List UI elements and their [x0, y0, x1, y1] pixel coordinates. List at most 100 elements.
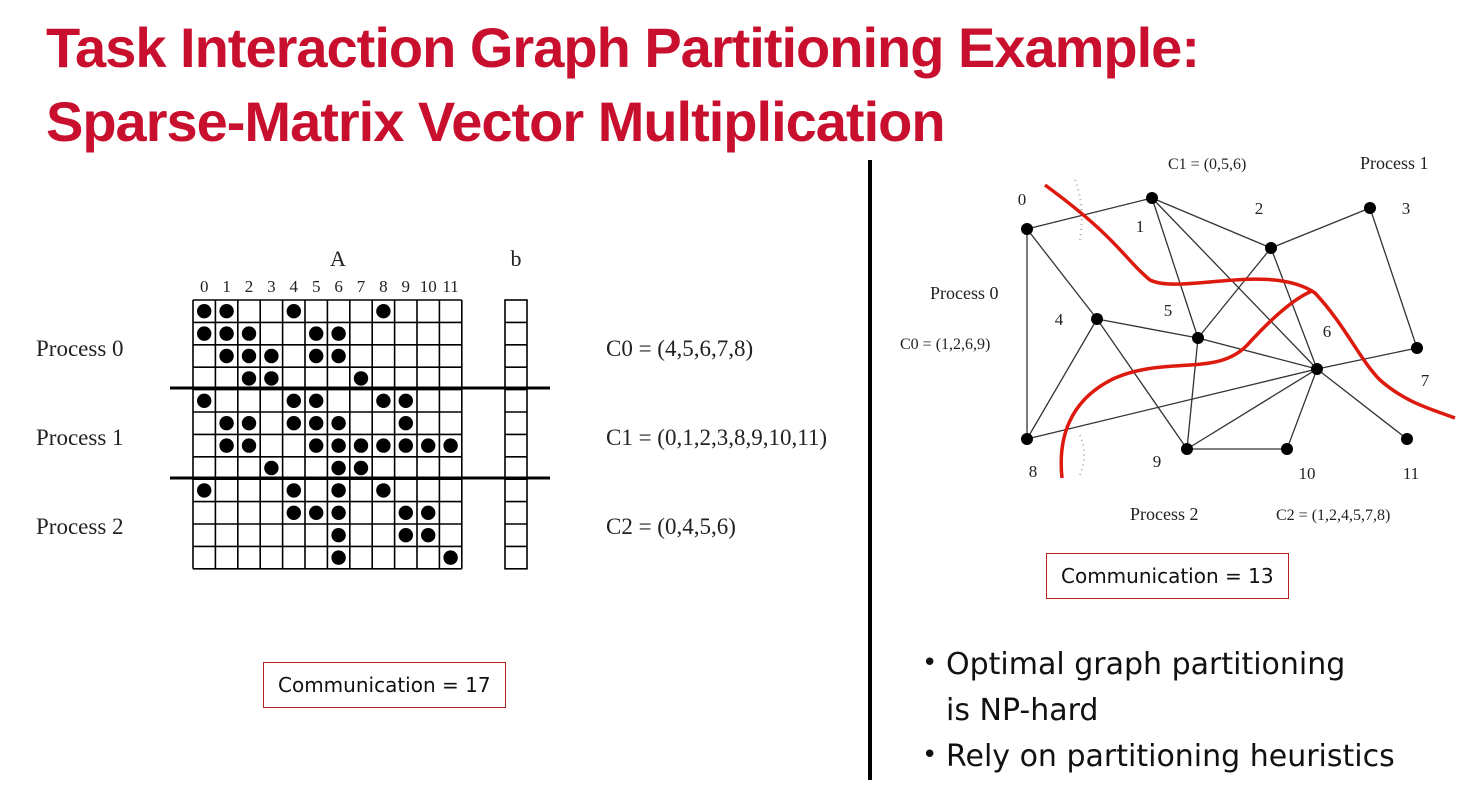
nonzero-entry — [353, 438, 369, 453]
bullet-item: Optimal graph partitioning — [922, 640, 1395, 688]
graph-edge — [1026, 368, 1318, 440]
graph-edge — [1026, 228, 1098, 320]
vertical-divider — [868, 160, 872, 780]
graph-edge — [1197, 247, 1272, 339]
nonzero-entry — [219, 348, 234, 364]
column-label: 9 — [402, 277, 411, 296]
slide-title-line-2: Sparse-Matrix Vector Multiplication — [46, 90, 946, 153]
graph-node — [1146, 192, 1158, 204]
bullet-continuation: is NP-hard — [946, 693, 1099, 728]
nonzero-entry — [309, 416, 324, 431]
graph-node — [1021, 433, 1033, 445]
graph-node-label: 10 — [1299, 464, 1316, 483]
nonzero-entry — [421, 505, 436, 520]
vector-label-b: b — [511, 246, 522, 271]
nonzero-entry — [376, 438, 391, 453]
graph-set-c1: C1 = (0,5,6) — [1168, 156, 1246, 173]
nonzero-entry — [219, 304, 234, 319]
graph-process-1-label: Process 1 — [1360, 153, 1429, 173]
nonzero-entry — [443, 438, 458, 453]
graph-edge — [1151, 197, 1272, 249]
graph-edge — [1026, 197, 1153, 230]
nonzero-entry — [309, 393, 324, 408]
nonzero-entry — [331, 528, 346, 543]
graph-set-c2: C2 = (1,2,4,5,7,8) — [1276, 507, 1390, 524]
graph-set-c0: C0 = (1,2,6,9) — [900, 336, 990, 353]
column-label: 3 — [267, 277, 276, 296]
graph-node — [1265, 242, 1277, 254]
matrix-process-0-label: Process 0 — [36, 336, 124, 361]
graph-node-label: 6 — [1323, 322, 1332, 341]
graph-edge — [1026, 318, 1098, 440]
nonzero-entry — [241, 326, 257, 341]
graph-edge — [1369, 207, 1418, 349]
bullet-list: Optimal graph partitioning is NP-hard Re… — [922, 640, 1395, 780]
nonzero-entry — [241, 438, 257, 453]
graph-edge — [1316, 368, 1408, 440]
nonzero-entry — [309, 348, 324, 364]
matrix-set-c0: C0 = (4,5,6,7,8) — [606, 336, 753, 361]
nonzero-entry — [241, 371, 257, 386]
graph-process-0-label: Process 0 — [930, 283, 999, 303]
graph-edge — [1186, 368, 1318, 450]
nonzero-entry — [197, 483, 212, 498]
graph-node — [1091, 313, 1103, 325]
column-label: 0 — [200, 277, 209, 296]
nonzero-entry — [219, 438, 234, 453]
graph-node — [1401, 433, 1413, 445]
nonzero-entry — [309, 326, 324, 341]
nonzero-entry — [309, 505, 324, 520]
matrix-set-c2: C2 = (0,4,5,6) — [606, 514, 736, 539]
column-label: 6 — [334, 277, 343, 296]
nonzero-entry — [219, 416, 234, 431]
graph-node-label: 1 — [1136, 217, 1145, 236]
column-label: 10 — [420, 277, 437, 296]
dotted-arc-bottom — [1079, 434, 1085, 476]
nonzero-entry — [421, 438, 436, 453]
graph-node — [1411, 342, 1423, 354]
nonzero-entry — [286, 483, 301, 498]
graph-node-label: 9 — [1153, 452, 1162, 471]
graph-edge — [1286, 368, 1318, 450]
nonzero-entry — [331, 348, 346, 364]
task-interaction-graph: 0 1 2 3 4 5 6 7 8 9 10 11 Process 0 Process 1 Proce… — [900, 153, 1456, 524]
matrix-process-1-label: Process 1 — [36, 425, 124, 450]
nonzero-entry — [398, 416, 413, 431]
nonzero-entry — [331, 416, 346, 431]
column-label: 7 — [357, 277, 366, 296]
graph-node — [1021, 223, 1033, 235]
graph-node-label: 8 — [1029, 462, 1038, 481]
nonzero-entry — [353, 371, 369, 386]
nonzero-entry — [331, 505, 346, 520]
nonzero-entry — [331, 438, 346, 453]
matrix-label-A: A — [330, 246, 346, 271]
nonzero-entry — [331, 483, 346, 498]
graph-node-label: 5 — [1164, 301, 1173, 320]
nonzero-entry — [219, 326, 234, 341]
matrix-process-2-label: Process 2 — [36, 514, 124, 539]
graph-node-label: 11 — [1403, 464, 1419, 483]
matrix-set-c1: C1 = (0,1,2,3,8,9,10,11) — [606, 425, 827, 450]
graph-edge — [1151, 197, 1199, 339]
nonzero-entry — [331, 460, 346, 476]
graph-node-label: 3 — [1402, 199, 1411, 218]
nonzero-entry — [353, 460, 369, 476]
dotted-arc-top — [1074, 179, 1083, 241]
nonzero-entry — [376, 393, 391, 408]
graph-node — [1181, 443, 1193, 455]
graph-edge — [1186, 337, 1199, 450]
cut-curve-upper — [1043, 183, 1456, 420]
nonzero-entry — [241, 416, 257, 431]
graph-node — [1311, 363, 1323, 375]
nonzero-entry — [376, 483, 391, 498]
slide-title-line-1: Task Interaction Graph Partitioning Exam… — [46, 16, 1200, 79]
nonzero-entry — [309, 438, 324, 453]
graph-node-label: 4 — [1055, 310, 1064, 329]
nonzero-entry — [376, 304, 391, 319]
nonzero-entry — [286, 416, 301, 431]
graph-edge — [1096, 318, 1188, 450]
graph-process-2-label: Process 2 — [1130, 504, 1199, 524]
graph-node-label: 2 — [1255, 199, 1264, 218]
graph-node — [1364, 202, 1376, 214]
nonzero-entry — [241, 348, 257, 364]
